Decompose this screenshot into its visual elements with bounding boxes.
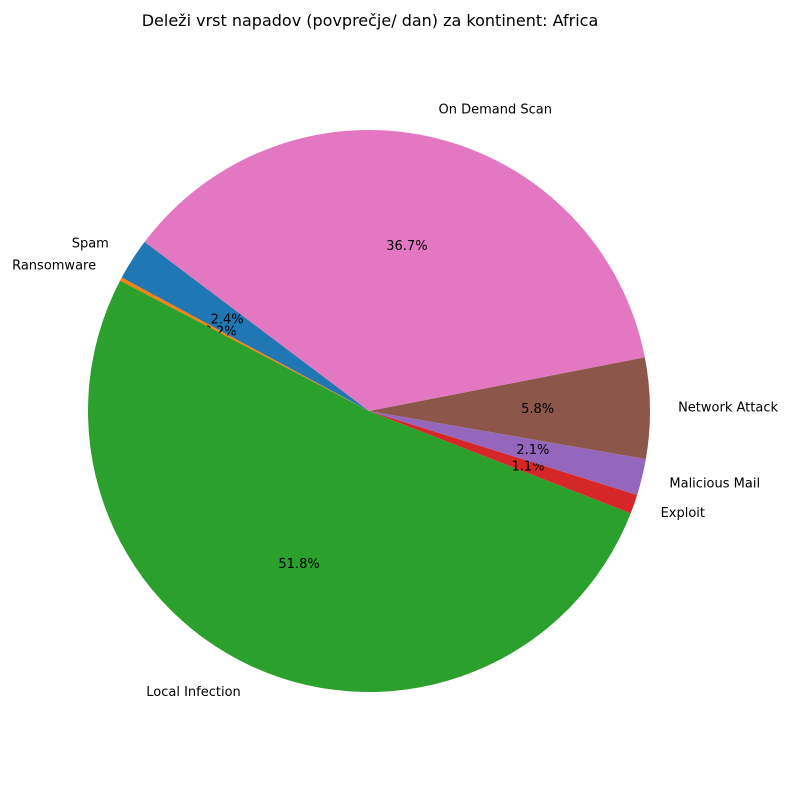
slice-label: Spam (72, 237, 109, 252)
slice-percent-label: 51.8% (278, 557, 319, 572)
slice-label: Malicious Mail (669, 476, 760, 491)
slice-percent-label: 2.1% (516, 443, 549, 458)
chart-title: Deleži vrst napadov (povprečje/ dan) za … (141, 11, 599, 30)
slice-percent-label: 36.7% (386, 239, 427, 254)
slice-label: Local Infection (146, 685, 241, 700)
pie-slice-local-infection (88, 280, 631, 692)
slice-percent-label: 2.4% (211, 312, 244, 327)
pie-slice-exploit (369, 411, 638, 514)
slice-label: Network Attack (678, 400, 778, 415)
pie-slice-malicious-mail (369, 411, 646, 496)
slice-label: Exploit (661, 506, 705, 521)
pie-slice-network-attack (369, 357, 650, 460)
pie-slice-on-demand-scan (144, 129, 645, 411)
slice-label: Ransomware (12, 258, 96, 273)
pie-slice-spam (121, 241, 370, 411)
pie-slice-ransomware (120, 277, 369, 411)
slice-label: On Demand Scan (439, 102, 552, 117)
slice-percent-label: 5.8% (521, 402, 554, 417)
